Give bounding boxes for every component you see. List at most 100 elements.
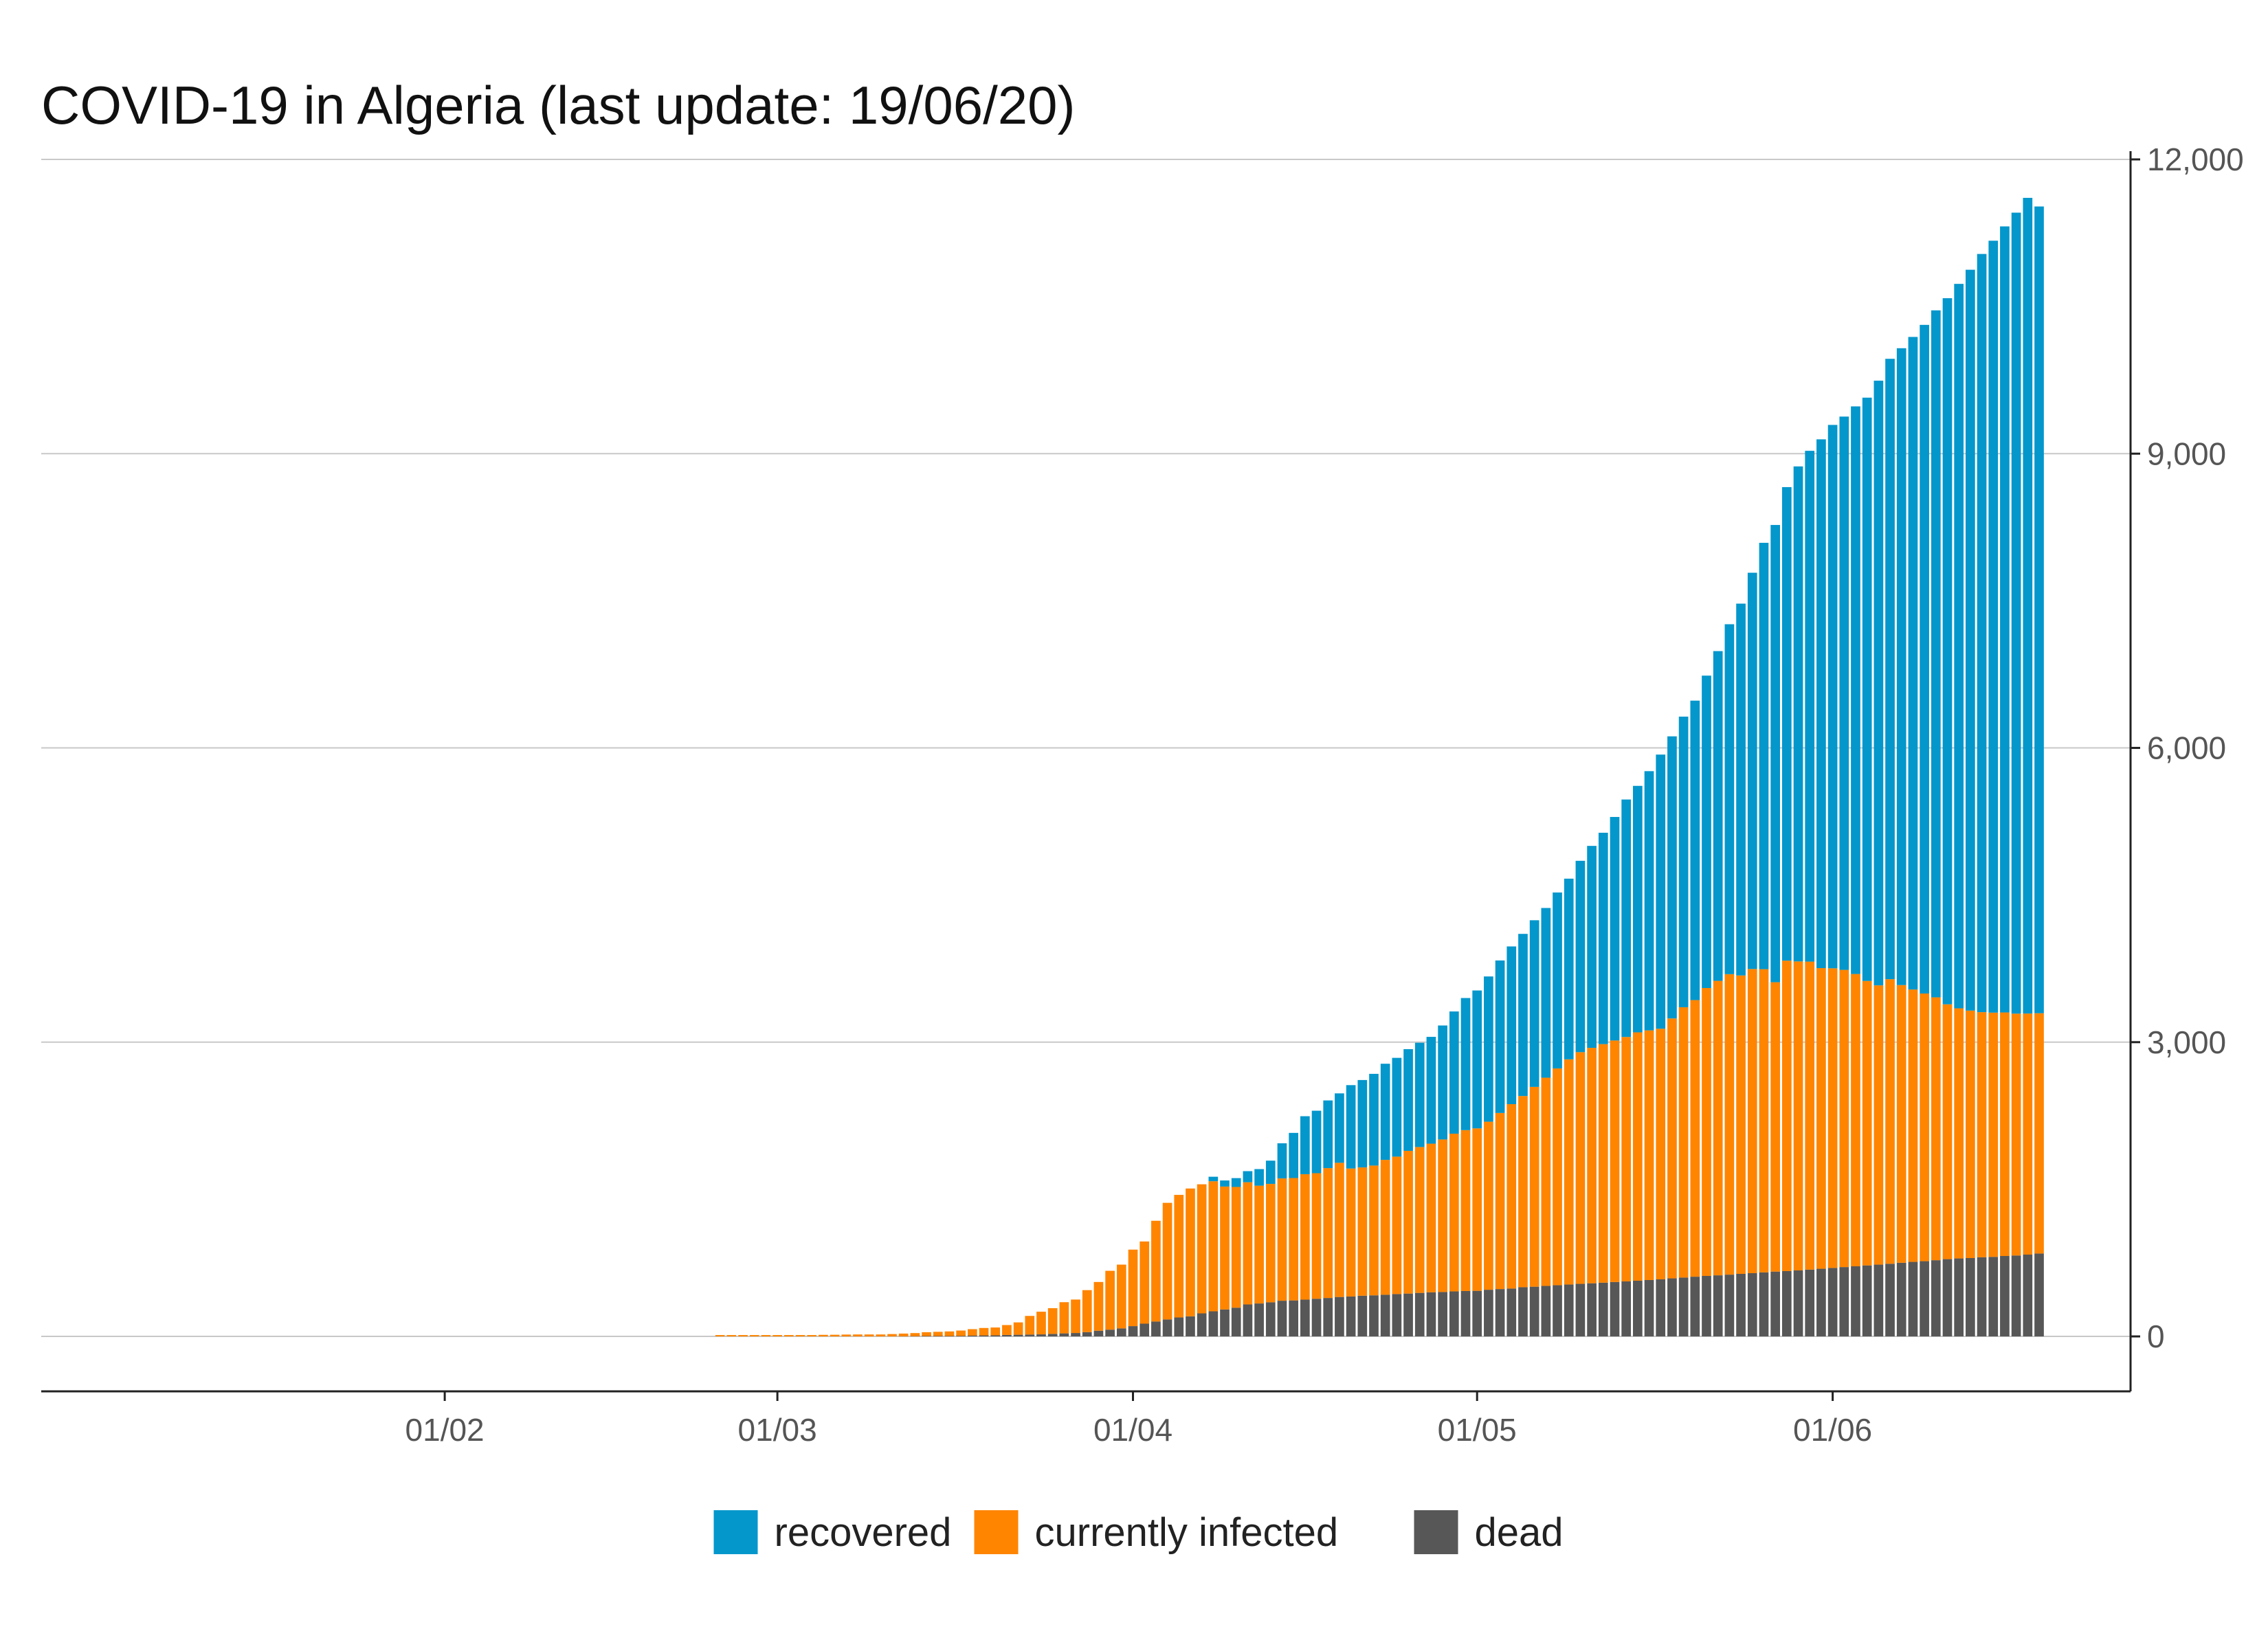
- bar-dead: [1346, 1296, 1356, 1337]
- bar-recovered: [1311, 1110, 1322, 1174]
- bar-dead: [1862, 1265, 1872, 1337]
- bar-recovered: [1851, 406, 1860, 974]
- bar-currently-infected: [1254, 1185, 1264, 1304]
- bar-currently-infected: [1759, 969, 1769, 1272]
- bar-currently-infected: [1942, 1004, 1953, 1259]
- bar-dead: [1392, 1294, 1402, 1337]
- bar-currently-infected: [933, 1332, 943, 1336]
- bar-dead: [1116, 1328, 1126, 1337]
- bar-dead: [1197, 1313, 1207, 1337]
- bar-currently-infected: [1920, 993, 1929, 1261]
- bar-currently-infected: [1770, 982, 1780, 1272]
- bar-dead: [1827, 1268, 1838, 1337]
- bar-dead: [1231, 1308, 1241, 1337]
- bar-recovered: [1231, 1178, 1241, 1187]
- bar-recovered: [1426, 1037, 1436, 1144]
- bar-recovered: [1931, 310, 1941, 998]
- bar-currently-infected: [1289, 1178, 1299, 1301]
- bar-recovered: [1598, 833, 1608, 1044]
- bar-dead: [1896, 1262, 1906, 1337]
- bar-currently-infected: [1277, 1178, 1287, 1301]
- bar-currently-infected: [1805, 961, 1815, 1270]
- bar-dead: [1208, 1311, 1219, 1337]
- bar-currently-infected: [944, 1331, 955, 1336]
- bar-dead: [1128, 1326, 1138, 1337]
- bar-dead: [1289, 1300, 1299, 1337]
- bar-dead: [1414, 1292, 1425, 1337]
- bar-dead: [1816, 1268, 1826, 1337]
- bar-recovered: [1816, 439, 1826, 969]
- bar-dead: [1908, 1261, 1918, 1337]
- bar-currently-infected: [1414, 1147, 1425, 1293]
- bar-recovered: [2034, 206, 2044, 1013]
- bar-dead: [990, 1335, 1001, 1337]
- bar-recovered: [1827, 425, 1838, 969]
- bar-dead: [1781, 1270, 1792, 1337]
- bar-currently-infected: [1346, 1168, 1356, 1297]
- bar-currently-infected: [783, 1335, 794, 1337]
- bar-currently-infected: [1323, 1168, 1333, 1299]
- bar-currently-infected: [1633, 1032, 1643, 1281]
- bar-recovered: [1553, 892, 1562, 1069]
- bar-currently-infected: [772, 1335, 782, 1337]
- legend-swatch-recovered: [713, 1510, 758, 1554]
- bar-currently-infected: [910, 1333, 920, 1336]
- bar-recovered: [1575, 860, 1586, 1053]
- legend-label-recovered: recovered: [775, 1510, 952, 1555]
- bar-dead: [1610, 1281, 1620, 1337]
- bar-currently-infected: [1862, 980, 1872, 1266]
- bar-dead: [1186, 1316, 1195, 1337]
- bar-currently-infected: [1656, 1029, 1666, 1279]
- bar-currently-infected: [956, 1330, 966, 1336]
- bar-recovered: [1954, 284, 1964, 1009]
- bar-currently-infected: [1793, 961, 1803, 1270]
- bar-currently-infected: [1105, 1270, 1115, 1330]
- bar-dead: [1690, 1277, 1700, 1337]
- bar-recovered: [1507, 946, 1517, 1105]
- legend-label-dead: dead: [1475, 1510, 1564, 1555]
- bar-recovered: [1896, 348, 1906, 985]
- bar-currently-infected: [1931, 997, 1941, 1261]
- bar-dead: [1243, 1304, 1253, 1337]
- bar-recovered: [2000, 226, 2010, 1013]
- bar-dead: [1357, 1295, 1368, 1337]
- bar-currently-infected: [807, 1335, 817, 1337]
- bar-dead: [1220, 1309, 1230, 1337]
- bar-recovered: [1380, 1064, 1390, 1160]
- bar-dead: [1805, 1269, 1815, 1337]
- bar-dead: [1449, 1291, 1459, 1337]
- bar-currently-infected: [1036, 1312, 1046, 1335]
- bar-dead: [1518, 1287, 1528, 1337]
- bar-recovered: [1610, 817, 1620, 1041]
- bar-dead: [2011, 1255, 2021, 1337]
- bar-currently-infected: [1116, 1264, 1126, 1329]
- bar-dead: [1942, 1259, 1953, 1337]
- bar-dead: [1460, 1290, 1471, 1337]
- bar-dead: [1966, 1258, 1975, 1337]
- bar-currently-infected: [1575, 1052, 1586, 1284]
- bar-dead: [1633, 1280, 1643, 1337]
- bar-currently-infected: [979, 1327, 989, 1336]
- bar-dead: [1369, 1295, 1379, 1337]
- bar-currently-infected: [1300, 1174, 1310, 1300]
- bar-dead: [1403, 1293, 1413, 1337]
- bar-recovered: [1885, 359, 1895, 980]
- bar-currently-infected: [1747, 969, 1757, 1273]
- bar-dead: [1713, 1275, 1723, 1337]
- bar-currently-infected: [1093, 1281, 1104, 1331]
- bar-recovered: [1529, 920, 1539, 1087]
- legend-swatch-currently-infected: [974, 1510, 1019, 1554]
- bar-dead: [979, 1335, 989, 1337]
- bar-recovered: [1793, 466, 1803, 962]
- bar-currently-infected: [1059, 1302, 1069, 1334]
- bar-currently-infected: [1977, 1012, 1987, 1257]
- bar-dead: [1564, 1284, 1574, 1337]
- bar-currently-infected: [1507, 1104, 1517, 1289]
- bar-currently-infected: [1702, 987, 1711, 1276]
- bar-recovered: [1988, 240, 1999, 1013]
- bar-recovered: [1392, 1057, 1402, 1157]
- bar-dead: [1529, 1286, 1539, 1337]
- bar-dead: [1851, 1266, 1860, 1337]
- bar-currently-infected: [1988, 1012, 1999, 1257]
- bar-currently-infected: [990, 1327, 1001, 1336]
